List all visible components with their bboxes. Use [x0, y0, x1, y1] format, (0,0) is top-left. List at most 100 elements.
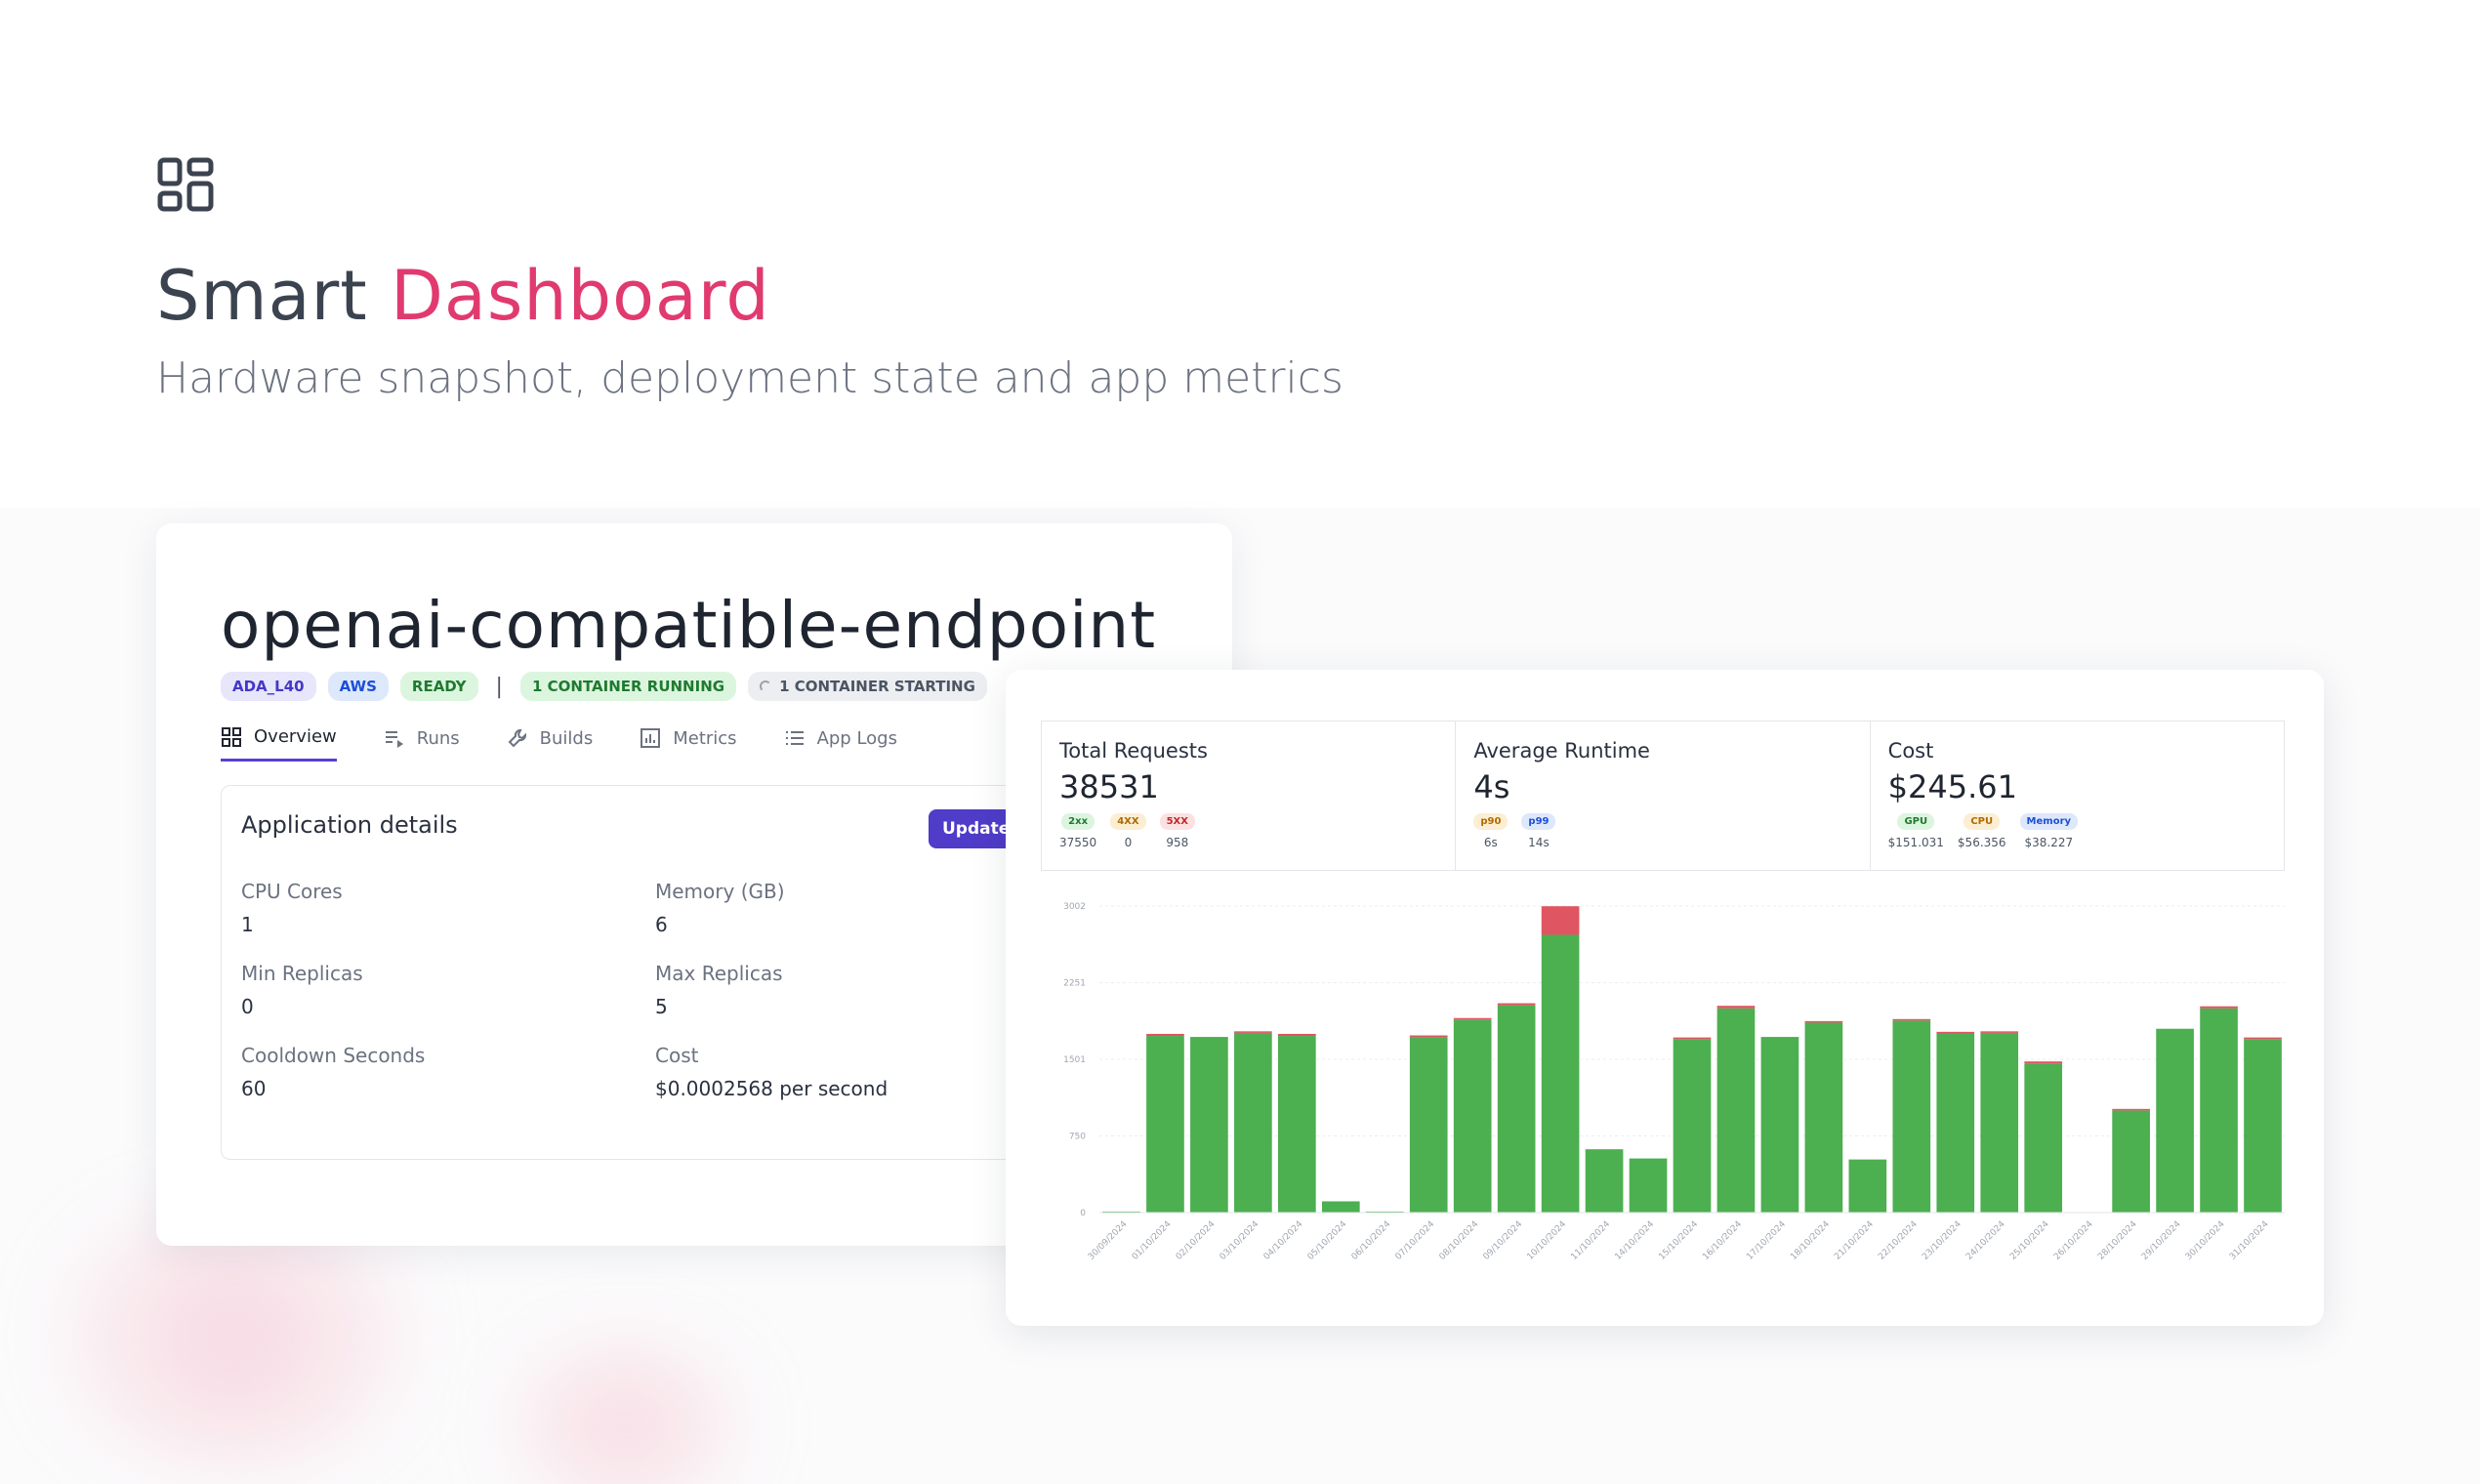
bar-2xx[interactable] — [1234, 1032, 1272, 1213]
bar-2xx[interactable] — [1760, 1037, 1799, 1213]
min-replicas-field: Min Replicas 0 — [241, 962, 363, 1018]
bar-5xx[interactable] — [1673, 1037, 1712, 1040]
bar-2xx[interactable] — [1716, 1008, 1756, 1213]
bar-2xx[interactable] — [2156, 1028, 2194, 1213]
bar-2xx[interactable] — [1804, 1022, 1843, 1213]
chip-4xx: 4XX 0 — [1110, 813, 1146, 849]
bar-2xx[interactable] — [1585, 1149, 1624, 1213]
bar-2xx[interactable] — [1146, 1036, 1184, 1213]
bar-5xx[interactable] — [2112, 1108, 2150, 1111]
chip-p90: p90 6s — [1473, 813, 1509, 849]
bar-5xx[interactable] — [1936, 1031, 1975, 1034]
bar-2xx[interactable] — [1980, 1032, 2019, 1213]
y-tick-label: 2251 — [1063, 979, 1086, 989]
tab-builds[interactable]: Builds — [507, 715, 593, 762]
container-starting-badge: 1 CONTAINER STARTING — [748, 672, 987, 701]
requests-chart: 0 750 1501 2251 3002 30/09/2024 01/10/2024 02/1… — [1025, 888, 2304, 1298]
bar-2xx[interactable] — [1409, 1037, 1448, 1213]
bar-2xx[interactable] — [2200, 1008, 2238, 1213]
gpu-badge: ADA_L40 — [221, 672, 316, 701]
chip-4xx-value: 0 — [1124, 836, 1133, 849]
x-tick-label: 31/10/2024 — [2228, 1219, 2271, 1262]
chip-memory-value: $38.227 — [2024, 836, 2074, 849]
app-name: openai-compatible-endpoint — [221, 588, 1157, 663]
bar-5xx[interactable] — [1234, 1031, 1272, 1033]
metrics-card: Total Requests 38531 2xx 37550 4XX 0 5XX 95… — [1006, 670, 2324, 1326]
chip-p90-value: 6s — [1483, 836, 1498, 849]
bar-2xx[interactable] — [1541, 934, 1580, 1213]
y-tick-label: 750 — [1069, 1133, 1086, 1142]
x-tick-label: 26/10/2024 — [2052, 1219, 2095, 1262]
memory-field: Memory (GB) 6 — [655, 880, 785, 936]
x-tick-label: 03/10/2024 — [1219, 1219, 1261, 1262]
page-title: Smart Dashboard — [156, 256, 770, 336]
list-play-icon — [385, 731, 403, 748]
chip-5xx: 5XX 958 — [1159, 813, 1195, 849]
bar-2xx[interactable] — [1848, 1159, 1887, 1213]
bar-2xx[interactable] — [1673, 1039, 1712, 1213]
bar-2xx[interactable] — [1453, 1019, 1492, 1213]
metrics-summary: Total Requests 38531 2xx 37550 4XX 0 5XX 95… — [1041, 721, 2285, 871]
runtime-percentiles: p90 6s p99 14s — [1473, 813, 1851, 849]
bar-5xx[interactable] — [1541, 906, 1580, 935]
x-tick-label: 04/10/2024 — [1262, 1219, 1305, 1262]
bar-2xx[interactable] — [1497, 1005, 1536, 1213]
tab-overview[interactable]: Overview — [221, 715, 337, 762]
bar-2xx[interactable] — [2244, 1039, 2282, 1213]
details-title: Application details — [241, 811, 458, 839]
bar-2xx[interactable] — [1892, 1020, 1931, 1213]
chip-cpu-value: $56.356 — [1957, 836, 2006, 849]
wrench-icon — [508, 729, 526, 748]
tab-app-logs[interactable]: App Logs — [784, 715, 897, 762]
status-badge: READY — [399, 672, 478, 701]
decorative-blob — [59, 1211, 410, 1464]
chip-2xx-value: 37550 — [1059, 836, 1097, 849]
x-tick-label: 24/10/2024 — [1964, 1219, 2007, 1262]
chip-cpu-tag: CPU — [1963, 813, 2001, 830]
bar-5xx[interactable] — [1453, 1017, 1492, 1020]
chip-2xx-tag: 2xx — [1061, 813, 1095, 830]
x-tick-label: 18/10/2024 — [1789, 1219, 1832, 1262]
bar-5xx[interactable] — [2200, 1006, 2238, 1009]
bar-2xx[interactable] — [1936, 1033, 1975, 1213]
x-tick-label: 30/10/2024 — [2184, 1219, 2227, 1262]
cost-stat-label: Cost — [1887, 739, 1934, 763]
bar-2xx[interactable] — [2112, 1110, 2150, 1213]
bar-2xx[interactable] — [1629, 1158, 1668, 1213]
chip-memory-tag: Memory — [2019, 813, 2079, 830]
container-starting-label: 1 CONTAINER STARTING — [779, 678, 975, 695]
average-runtime-stat: Average Runtime 4s p90 6s p99 14s — [1456, 721, 1871, 870]
grid-icon — [222, 726, 241, 747]
memory-value: 6 — [655, 913, 668, 936]
bar-2xx[interactable] — [1190, 1037, 1228, 1213]
x-tick-label: 06/10/2024 — [1350, 1219, 1393, 1262]
bar-5xx[interactable] — [1146, 1033, 1184, 1037]
cloud-badge: AWS — [327, 672, 389, 701]
bar-5xx[interactable] — [1980, 1031, 2019, 1033]
tab-runs[interactable]: Runs — [384, 715, 460, 762]
bar-5xx[interactable] — [1497, 1003, 1536, 1006]
chip-gpu-tag: GPU — [1897, 813, 1935, 830]
tab-metrics-label: Metrics — [673, 727, 737, 749]
x-tick-label: 09/10/2024 — [1482, 1219, 1525, 1262]
x-tick-label: 30/09/2024 — [1087, 1219, 1130, 1262]
bar-2xx[interactable] — [1277, 1036, 1316, 1213]
total-requests-stat: Total Requests 38531 2xx 37550 4XX 0 5XX 95… — [1042, 721, 1457, 870]
bar-5xx[interactable] — [1892, 1018, 1931, 1021]
bar-2xx[interactable] — [2024, 1063, 2063, 1213]
cost-label: Cost — [655, 1044, 699, 1067]
bar-5xx[interactable] — [2024, 1061, 2063, 1064]
cpu-cores-label: CPU Cores — [241, 880, 343, 903]
bar-5xx[interactable] — [1804, 1020, 1843, 1023]
average-runtime-label: Average Runtime — [1473, 739, 1650, 763]
bar-5xx[interactable] — [1716, 1006, 1756, 1009]
bar-5xx[interactable] — [2244, 1037, 2282, 1040]
badge-separator: | — [495, 674, 503, 699]
tab-metrics[interactable]: Metrics — [640, 715, 737, 762]
max-replicas-value: 5 — [655, 995, 668, 1018]
chip-p99: p99 14s — [1521, 813, 1556, 849]
bar-2xx[interactable] — [1321, 1201, 1360, 1213]
bar-5xx[interactable] — [1409, 1035, 1448, 1038]
bar-5xx[interactable] — [1277, 1033, 1316, 1037]
cost-field: Cost $0.0002568 per second — [655, 1044, 888, 1100]
